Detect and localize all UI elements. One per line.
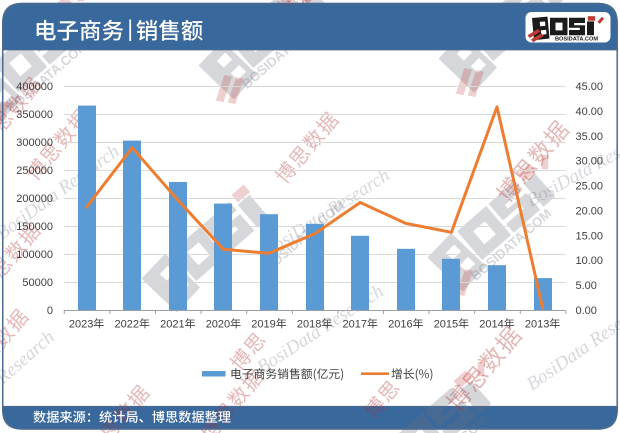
svg-text:200000: 200000 — [16, 193, 53, 205]
svg-text:2017: 2017 — [343, 319, 367, 331]
svg-text:400000: 400000 — [16, 81, 53, 93]
svg-text:350000: 350000 — [16, 109, 53, 121]
svg-text:0: 0 — [47, 305, 53, 317]
svg-text:2020: 2020 — [206, 319, 230, 331]
svg-text:2013: 2013 — [525, 319, 549, 331]
svg-text:50000: 50000 — [22, 277, 53, 289]
svg-text:300000: 300000 — [16, 137, 53, 149]
svg-text:5.00: 5.00 — [576, 280, 597, 292]
svg-text:20.00: 20.00 — [576, 205, 604, 217]
svg-text:15.00: 15.00 — [576, 230, 604, 242]
svg-text:0.00: 0.00 — [576, 305, 597, 317]
svg-text:2018: 2018 — [297, 319, 321, 331]
svg-text:35.00: 35.00 — [576, 131, 604, 143]
svg-text:2023: 2023 — [69, 319, 93, 331]
svg-text:BOSIDATA.COM: BOSIDATA.COM — [555, 36, 598, 42]
svg-text:25.00: 25.00 — [576, 181, 604, 193]
svg-text:40.00: 40.00 — [576, 106, 604, 118]
svg-text:30.00: 30.00 — [576, 156, 604, 168]
svg-text:2022: 2022 — [115, 319, 139, 331]
svg-text:10.00: 10.00 — [576, 255, 604, 267]
svg-text:100000: 100000 — [16, 249, 53, 261]
svg-text:2016: 2016 — [388, 319, 412, 331]
svg-text:2015: 2015 — [434, 319, 458, 331]
svg-text:2021: 2021 — [160, 319, 184, 331]
svg-text:2014: 2014 — [479, 319, 503, 331]
svg-text:45.00: 45.00 — [576, 81, 604, 93]
svg-text:2019: 2019 — [251, 319, 275, 331]
svg-text:250000: 250000 — [16, 165, 53, 177]
svg-text:150000: 150000 — [16, 221, 53, 233]
